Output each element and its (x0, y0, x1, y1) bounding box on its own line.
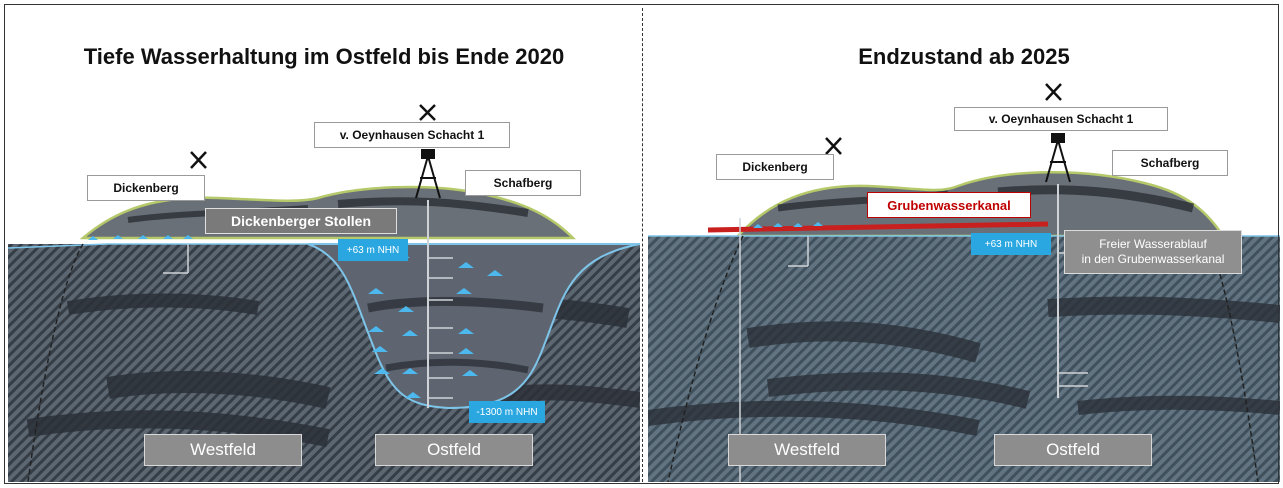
label-dickenberg: Dickenberg (87, 175, 205, 201)
label-westfeld: Westfeld (728, 434, 886, 466)
label-schafberg: Schafberg (1112, 150, 1228, 176)
mining-hammer-icon (825, 83, 1062, 155)
note-line-2: in den Grubenwasserkanal (1081, 252, 1225, 266)
shaft-levels (163, 244, 453, 399)
label-ostfeld: Ostfeld (994, 434, 1152, 466)
level-bottom-badge: -1300 m NHN (469, 401, 545, 423)
left-cross-section (8, 104, 640, 482)
panel-divider (642, 8, 643, 482)
panel-left-title: Tiefe Wasserhaltung im Ostfeld bis Ende … (83, 44, 565, 69)
panel-left: Tiefe Wasserhaltung im Ostfeld bis Ende … (8, 8, 640, 482)
label-dickenberger-stollen: Dickenberger Stollen (205, 208, 397, 234)
panel-right-title: Endzustand ab 2025 (858, 44, 1070, 69)
rock-layers (648, 296, 1280, 436)
panel-right: Endzustand ab 2025 Dickenberg v. Oeynhau… (648, 8, 1280, 482)
headframe-icon (415, 149, 441, 199)
mining-hammer-icon (190, 104, 436, 169)
headframe-icon (1045, 133, 1071, 183)
label-ostfeld: Ostfeld (375, 434, 533, 466)
label-westfeld: Westfeld (144, 434, 302, 466)
grubenwasserkanal-line (707, 221, 1049, 233)
level-top-badge: +63 m NHN (338, 239, 408, 261)
label-dickenberg: Dickenberg (716, 154, 834, 180)
label-schacht: v. Oeynhausen Schacht 1 (314, 122, 510, 148)
label-grubenwasserkanal: Grubenwasserkanal (867, 192, 1031, 218)
label-schacht: v. Oeynhausen Schacht 1 (954, 107, 1168, 131)
label-schafberg: Schafberg (465, 170, 581, 196)
water-triangles (753, 222, 823, 228)
note-line-1: Freier Wasserablauf (1099, 237, 1207, 251)
level-top-badge: +63 m NHN (971, 233, 1051, 255)
note-freier-wasserablauf: Freier Wasserablauf in den Grubenwasserk… (1064, 230, 1242, 274)
